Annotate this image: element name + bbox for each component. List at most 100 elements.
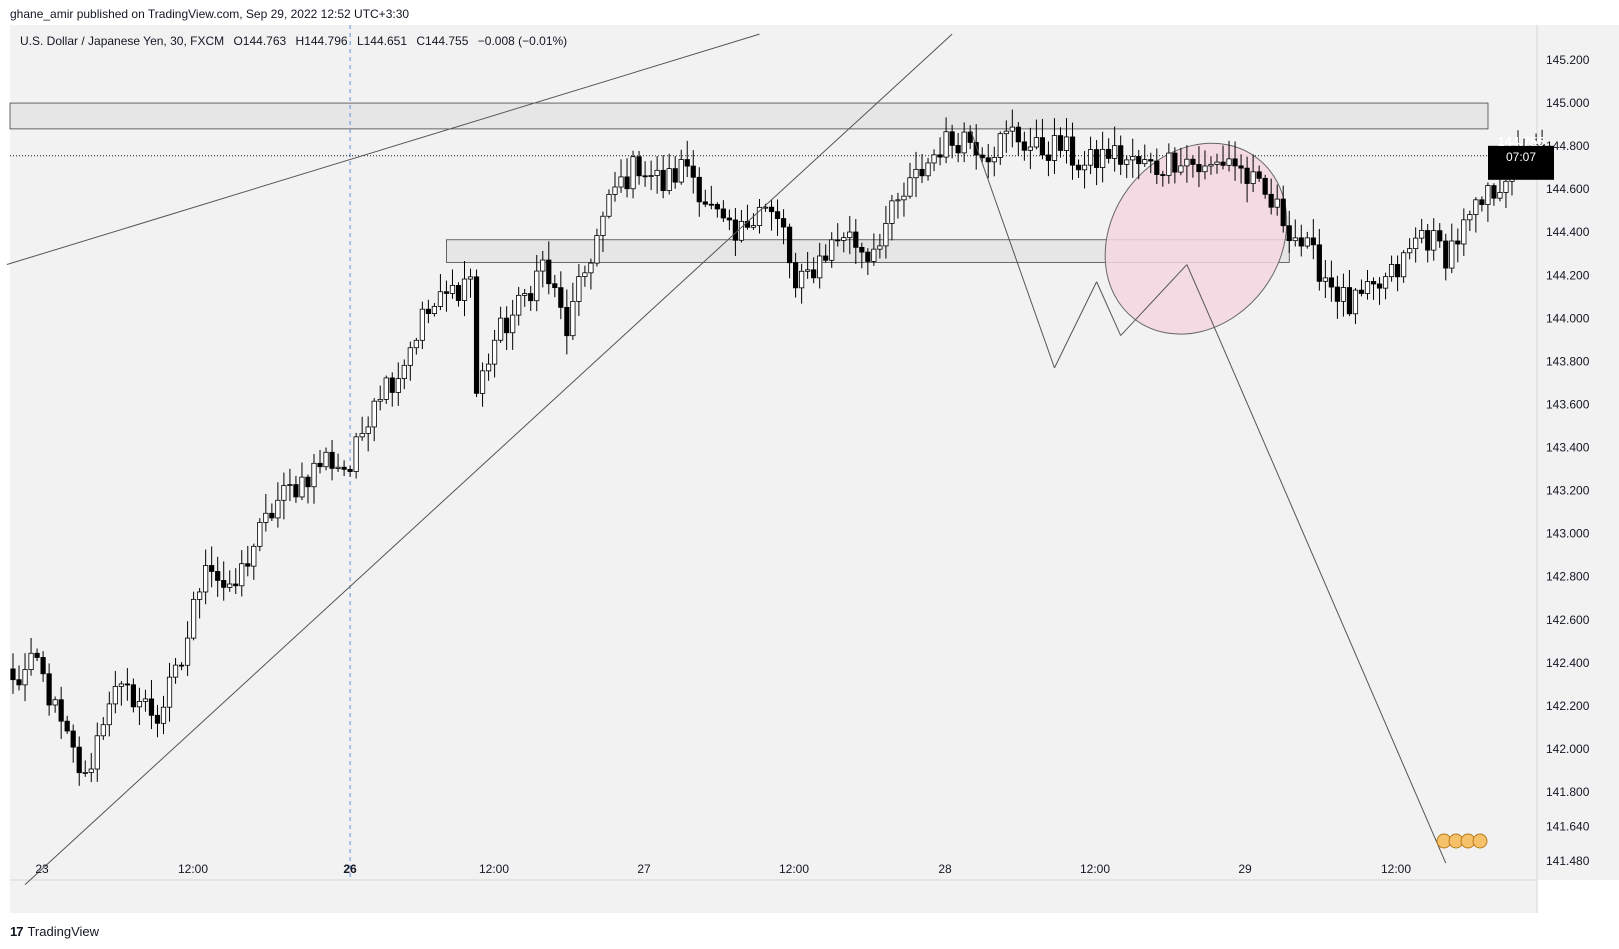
candle-body [931,154,937,164]
candle-down [317,449,323,474]
price-tick-label: 143.400 [1546,441,1590,455]
candle-down [835,223,841,247]
candle-body [1232,158,1238,167]
candle-body [269,512,275,519]
candle-up [281,472,287,520]
candle-up [1208,156,1214,175]
candle-body [696,176,702,203]
candle-down [425,299,431,324]
candle-body [347,468,353,472]
candle-up [961,122,967,163]
candle-down [1021,131,1027,161]
candle-up [1352,287,1359,325]
candle-body [311,462,317,488]
candle-up [94,722,100,782]
candle-body [925,162,931,177]
candle-body [323,451,329,468]
candle-up [371,398,377,442]
price-tick-label: 142.800 [1546,570,1590,584]
candle-down [949,124,955,159]
us-flag-icon[interactable] [1472,833,1488,849]
candle-body [112,686,118,705]
footer-brand[interactable]: 17 TradingView [10,924,99,939]
candle-body [1021,141,1027,151]
candle-body [34,652,40,658]
brand-name: TradingView [27,924,100,939]
candle-body [1304,237,1310,247]
event-flags[interactable] [1436,833,1488,849]
candle-body [22,669,28,686]
candle-body [1250,171,1256,184]
price-tick-label: 144.400 [1546,225,1590,239]
candle-body [1461,219,1467,245]
candle-body [94,735,100,770]
candle-up [1364,269,1371,300]
candle-up [1178,147,1184,176]
candle-down [955,132,961,163]
candle-down [34,648,40,662]
candle-body [1142,159,1148,165]
candle-up [516,286,522,326]
candle-up [925,157,931,181]
candle-down [76,736,82,786]
time-tick-label: 23 [35,862,49,876]
candle-up [1461,208,1467,256]
candle-body [1401,252,1407,278]
price-tick-label: 142.600 [1546,613,1590,627]
candle-up [437,274,444,311]
candle-up [1226,140,1232,172]
candle-down [1334,275,1340,319]
price-tick-label: 141.480 [1546,854,1590,868]
candle-up [142,689,149,712]
candle-down [1346,270,1353,317]
candle-up [534,255,540,312]
candle-body [1208,163,1214,167]
candle-body [768,206,775,213]
candle-body [377,398,383,402]
price-tick-label: 142.000 [1546,742,1590,756]
candle-up [1274,184,1280,216]
candle-up [1081,150,1088,189]
candle-down [1238,154,1244,184]
candle-body [425,308,431,314]
candle-body [437,291,444,307]
candle-down [1069,122,1076,180]
candle-body [1437,230,1443,242]
candle-body [10,668,16,681]
candle-down [672,156,678,189]
ohlc-high-label: H [296,34,305,48]
candle-body [1376,283,1383,289]
candle-body [473,276,480,394]
candle-down [696,167,702,217]
candle-down [233,568,239,595]
projection-path-segment [1096,281,1122,336]
candle-down [768,199,775,231]
candle-body [389,377,395,393]
plot-area[interactable] [10,25,1537,880]
time-axis[interactable] [10,880,1537,913]
candle-down [40,651,46,682]
candle-down [1425,223,1431,263]
candle-body [1503,180,1509,193]
candle-up [491,329,498,378]
candle-body [648,175,654,177]
ohlc-low-label: L [357,34,364,48]
candle-up [907,162,913,199]
candle-up [1340,273,1347,317]
candle-up [1431,218,1437,261]
candle-down [985,143,991,179]
candle-down [1232,141,1238,181]
candle-up [1292,219,1298,247]
candle-body [455,285,462,301]
candle-body [257,522,263,547]
candle-down [732,207,739,256]
candle-up [1142,144,1148,167]
candle-up [335,453,341,472]
candle-body [1160,174,1166,176]
candle-down [714,202,720,218]
candle-up [239,550,245,597]
candle-up [52,696,58,713]
candle-up [82,760,88,777]
candle-body [413,339,419,349]
